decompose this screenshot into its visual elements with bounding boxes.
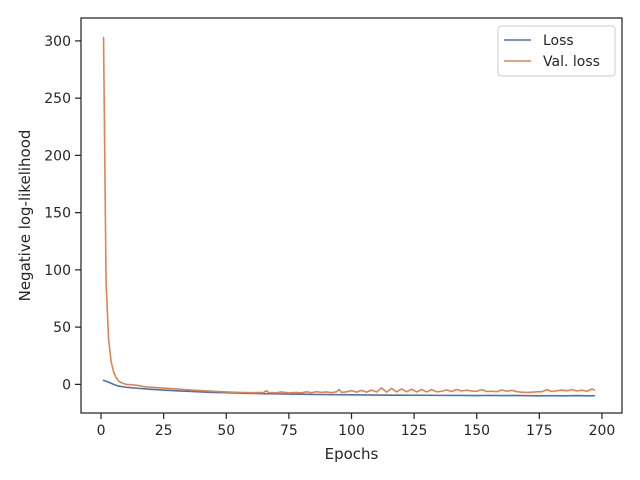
y-tick-label: 200 [44,148,71,164]
x-tick-label: 100 [338,423,365,439]
series-layer [102,36,596,397]
x-axis-label: Epochs [325,445,379,463]
x-tick-label: 25 [155,423,173,439]
y-tick-label: 300 [44,34,71,50]
x-tick-label: 125 [401,423,428,439]
legend-label: Val. loss [543,54,600,70]
legend-label: Loss [543,33,574,49]
x-tick-label: 75 [280,423,298,439]
legend: Loss Val. loss [497,25,616,77]
y-tick-label: 150 [44,206,71,222]
x-tick-label: 0 [97,423,106,439]
y-tick-label: 50 [53,320,71,336]
series-line-val-loss [102,36,596,394]
y-tick-label: 250 [44,91,71,107]
y-tick-label: 100 [44,263,71,279]
y-axis-label: Negative log-likelihood [16,130,34,302]
series-line-loss [102,379,596,397]
y-tick-label: 0 [62,377,71,393]
x-tick-label: 150 [463,423,490,439]
x-tick-label: 175 [526,423,553,439]
legend-box [497,25,616,77]
x-tick-label: 200 [589,423,616,439]
axes-layer: 0 25 50 75 100 125 150 175 200 0 50 100 150 200 250 300 [44,17,623,439]
x-tick-label: 50 [217,423,235,439]
